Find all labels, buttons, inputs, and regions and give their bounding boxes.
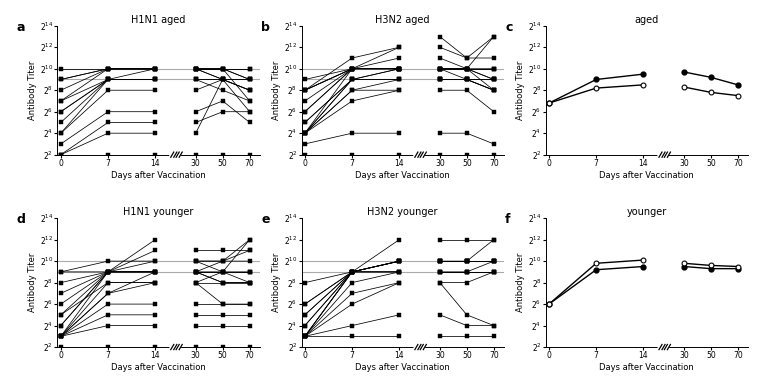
X-axis label: Days after Vaccination: Days after Vaccination	[111, 363, 206, 372]
Text: b: b	[261, 21, 270, 34]
Text: d: d	[17, 213, 26, 226]
X-axis label: Days after Vaccination: Days after Vaccination	[111, 171, 206, 180]
Title: H3N2 younger: H3N2 younger	[368, 207, 438, 217]
Text: a: a	[17, 21, 25, 34]
Y-axis label: Antibody Titer: Antibody Titer	[517, 253, 525, 312]
Title: H1N1 aged: H1N1 aged	[131, 15, 185, 25]
Y-axis label: Antibody Titer: Antibody Titer	[272, 253, 281, 312]
Text: c: c	[505, 21, 513, 34]
Text: e: e	[261, 213, 269, 226]
Title: younger: younger	[626, 207, 667, 217]
X-axis label: Days after Vaccination: Days after Vaccination	[356, 171, 450, 180]
Title: H3N2 aged: H3N2 aged	[375, 15, 430, 25]
Y-axis label: Antibody Titer: Antibody Titer	[517, 60, 525, 120]
Title: H1N1 younger: H1N1 younger	[124, 207, 194, 217]
Title: aged: aged	[635, 15, 659, 25]
Y-axis label: Antibody Titer: Antibody Titer	[272, 60, 281, 120]
Y-axis label: Antibody Titer: Antibody Titer	[28, 253, 37, 312]
X-axis label: Days after Vaccination: Days after Vaccination	[600, 171, 694, 180]
X-axis label: Days after Vaccination: Days after Vaccination	[600, 363, 694, 372]
Y-axis label: Antibody Titer: Antibody Titer	[28, 60, 37, 120]
Text: f: f	[505, 213, 510, 226]
X-axis label: Days after Vaccination: Days after Vaccination	[356, 363, 450, 372]
